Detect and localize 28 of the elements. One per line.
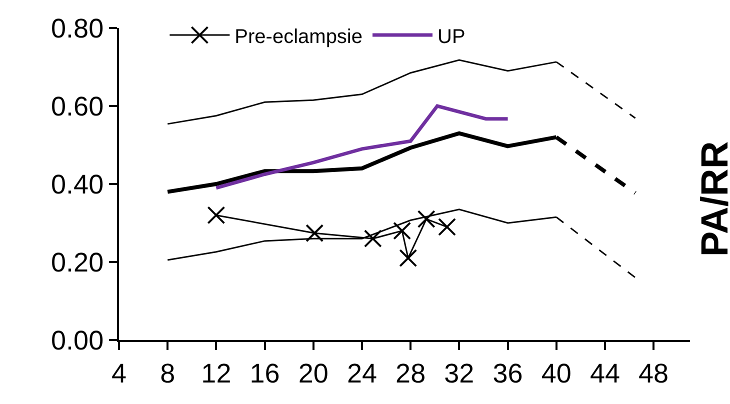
x-tick-label: 8 [160,358,176,388]
y-tick-label: 0.20 [51,247,104,278]
point [306,224,324,242]
line-series [214,104,510,190]
x-tick-label: 12 [201,358,232,388]
legend-label: Pre-eclampsie [234,26,363,48]
x-tick-label: 36 [492,358,523,388]
point [393,222,412,240]
x-tick-label: 32 [444,358,474,388]
y-tick-label: 0.40 [51,169,104,200]
x-tick-label: 48 [638,358,669,388]
legend-label: UP [438,26,466,48]
x-tick-label: 24 [346,358,378,388]
point [364,230,382,248]
y-tick-label: 0.60 [51,91,104,122]
x-tick-label: 16 [250,358,280,388]
y-tick-label: 0.80 [51,13,104,44]
y-tick-label: 0.00 [51,325,104,356]
x-tick-label: 28 [396,358,426,388]
point [399,249,418,268]
point [207,206,226,224]
x-tick-label: 40 [541,358,572,388]
y-axis-title: PA/RR [694,141,730,257]
x-tick-label: 20 [298,358,328,388]
x-tick-label: 4 [111,358,127,388]
point [417,210,436,228]
point [438,218,456,236]
x-tick-label: 44 [590,358,620,388]
